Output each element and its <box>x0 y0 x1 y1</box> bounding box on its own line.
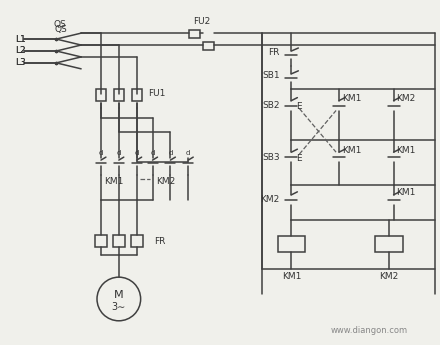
Text: SB2: SB2 <box>262 101 279 110</box>
Bar <box>113 236 125 247</box>
Text: KM2: KM2 <box>260 195 279 204</box>
Text: QS: QS <box>55 24 68 34</box>
Text: FU2: FU2 <box>194 17 211 26</box>
Text: KM1: KM1 <box>282 272 301 281</box>
Text: KM1: KM1 <box>342 94 361 103</box>
Text: FR: FR <box>268 48 279 58</box>
Bar <box>132 89 142 101</box>
Text: d: d <box>135 150 139 156</box>
Text: www.diangon.com: www.diangon.com <box>330 326 407 335</box>
Circle shape <box>97 277 141 321</box>
Bar <box>203 42 214 50</box>
Text: M: M <box>114 290 124 300</box>
Text: d: d <box>150 150 155 156</box>
Text: L3: L3 <box>15 58 26 67</box>
Text: L1: L1 <box>15 34 26 43</box>
Text: L2: L2 <box>15 47 25 56</box>
Bar <box>95 236 107 247</box>
Text: FU1: FU1 <box>149 89 166 98</box>
Text: SB3: SB3 <box>262 152 279 161</box>
Bar <box>189 30 200 38</box>
Text: KM1: KM1 <box>104 177 124 186</box>
Bar <box>375 236 403 252</box>
Text: KM2: KM2 <box>396 94 416 103</box>
Text: KM1: KM1 <box>342 146 361 155</box>
Text: FR: FR <box>154 237 166 246</box>
Text: SB1: SB1 <box>262 71 279 80</box>
Text: d: d <box>117 150 121 156</box>
Text: KM2: KM2 <box>379 272 398 281</box>
Bar <box>131 236 143 247</box>
Text: QS: QS <box>54 20 67 29</box>
Text: E: E <box>297 154 302 162</box>
Text: E: E <box>297 102 302 111</box>
Text: L1: L1 <box>15 34 26 43</box>
Text: KM1: KM1 <box>396 188 416 197</box>
Bar <box>278 236 305 252</box>
Bar <box>96 89 106 101</box>
Bar <box>114 89 124 101</box>
Text: KM2: KM2 <box>156 177 175 186</box>
Text: d: d <box>99 150 103 156</box>
Text: KM1: KM1 <box>396 146 416 155</box>
Text: L2: L2 <box>15 47 25 56</box>
Text: d: d <box>168 150 172 156</box>
Text: 3∼: 3∼ <box>112 302 126 312</box>
Text: d: d <box>186 150 191 156</box>
Text: L3: L3 <box>15 58 26 67</box>
